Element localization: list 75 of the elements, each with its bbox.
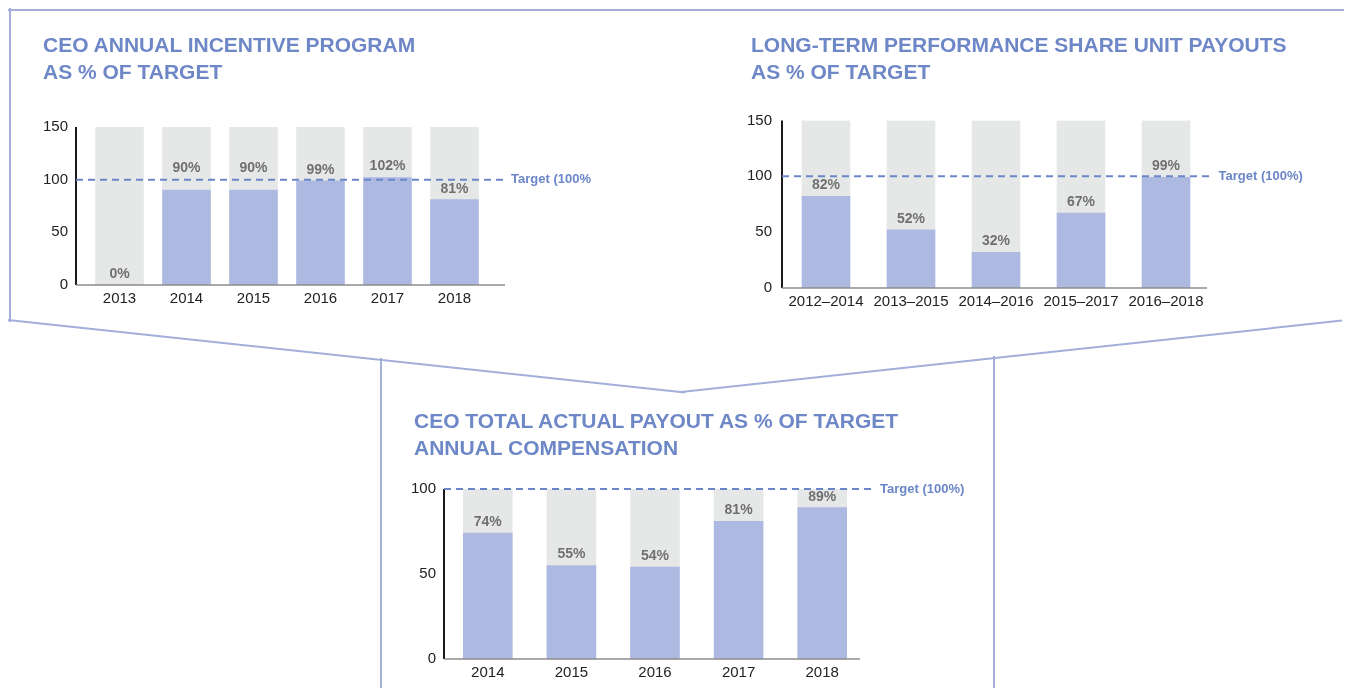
bar: [886, 120, 936, 231]
data-label: 0%: [109, 264, 131, 281]
ref-line-label: Target (100%: [511, 171, 592, 187]
bar: [801, 120, 851, 197]
bar: [713, 520, 764, 659]
chart-title: CEO ANNUAL INCENTIVE PROGRAM AS % OF TARGET: [43, 32, 417, 85]
bar: [462, 532, 513, 659]
ref-line-label: Target (100%): [1218, 167, 1303, 183]
x-tick-label: 2014: [471, 663, 505, 681]
data-label: 90%: [172, 158, 202, 175]
x-tick-label: 2015–2017: [1043, 292, 1119, 310]
data-label: 89%: [808, 487, 837, 504]
x-tick-label: 2015: [554, 663, 589, 681]
x-tick-label: 2014–2016: [958, 292, 1034, 310]
x-tick-label: 2016–2018: [1128, 292, 1204, 310]
data-label: 81%: [440, 179, 470, 196]
y-tick-label: 150: [42, 117, 68, 135]
bar: [546, 565, 597, 659]
bar: [95, 127, 144, 285]
x-tick-label: 2017: [370, 289, 405, 307]
y-tick-label: 50: [419, 564, 436, 582]
data-label: 54%: [640, 547, 670, 564]
data-label: 55%: [557, 545, 586, 562]
data-label: 90%: [239, 158, 269, 175]
bar: [630, 489, 680, 568]
y-tick-label: 0: [427, 649, 436, 667]
bar: [1056, 120, 1106, 214]
data-label: 74%: [473, 513, 503, 530]
bar: [797, 507, 848, 659]
bar: [546, 489, 597, 566]
data-label: 99%: [1151, 157, 1181, 174]
x-tick-label: 2013–2015: [873, 292, 949, 310]
y-tick-label: 0: [763, 278, 772, 296]
data-label: 82%: [811, 176, 841, 193]
ref-line-label: Target (100%): [880, 480, 965, 496]
data-label: 32%: [981, 232, 1011, 249]
x-tick-label: 2015: [236, 289, 271, 307]
y-tick-label: 50: [51, 222, 68, 240]
bar: [296, 180, 345, 285]
bar: [229, 189, 278, 285]
y-tick-label: 100: [410, 479, 436, 497]
bar: [971, 120, 1021, 253]
bar: [229, 127, 278, 191]
data-label: 52%: [896, 209, 926, 226]
bar: [1056, 212, 1106, 288]
chart-title: LONG-TERM PERFORMANCE SHARE UNIT PAYOUTS AS % OF TARGET: [751, 32, 1288, 85]
bar: [162, 127, 211, 191]
y-tick-label: 150: [746, 110, 772, 128]
chart-title: CEO TOTAL ACTUAL PAYOUT AS % OF TARGET ANNUAL COMPENSATION: [414, 408, 900, 461]
bar: [462, 489, 513, 534]
y-tick-label: 100: [746, 166, 772, 184]
x-tick-label: 2014: [169, 289, 204, 307]
y-tick-label: 50: [755, 222, 772, 240]
bar: [1141, 177, 1191, 288]
bar: [430, 199, 479, 285]
x-tick-label: 2017: [721, 663, 756, 681]
x-tick-label: 2018: [805, 663, 839, 681]
bar: [630, 566, 680, 659]
bar: [886, 229, 936, 288]
x-tick-label: 2013: [102, 289, 137, 307]
y-tick-label: 0: [59, 275, 68, 293]
data-label: 102%: [369, 157, 406, 174]
data-label: 99%: [306, 160, 336, 177]
x-tick-label: 2012–2014: [788, 292, 864, 310]
data-label: 81%: [724, 501, 754, 518]
bar: [162, 189, 211, 285]
data-label: 67%: [1066, 193, 1096, 210]
bar: [430, 127, 479, 201]
bar: [801, 196, 851, 288]
x-tick-label: 2018: [437, 289, 472, 307]
x-tick-label: 2016: [303, 289, 338, 307]
bar: [971, 251, 1021, 288]
x-tick-label: 2016: [638, 663, 672, 681]
y-tick-label: 100: [42, 169, 68, 187]
bar: [363, 177, 412, 285]
